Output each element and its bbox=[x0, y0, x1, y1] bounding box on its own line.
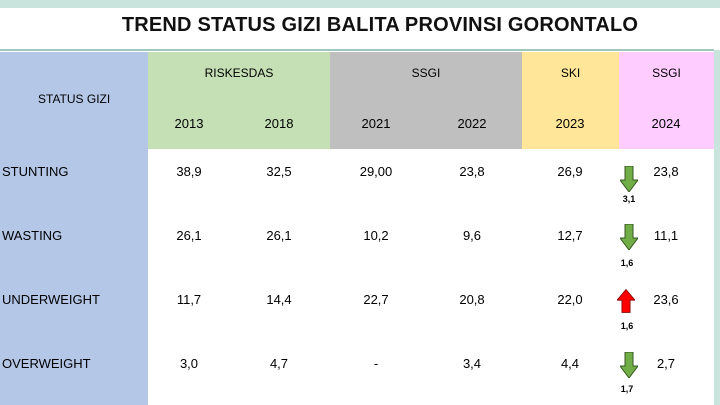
year-2018: 2018 bbox=[264, 116, 294, 131]
year-2024: 2024 bbox=[651, 116, 681, 131]
table-cell: 29,00 bbox=[359, 164, 393, 179]
table-cell: 11,1 bbox=[653, 228, 679, 243]
year-2023: 2023 bbox=[555, 116, 585, 131]
group-label-ski: SKI bbox=[560, 66, 581, 80]
table-cell: 22,0 bbox=[557, 292, 583, 307]
year-2021: 2021 bbox=[361, 116, 391, 131]
table-cell: 38,9 bbox=[176, 164, 202, 179]
table-cell: 22,7 bbox=[363, 292, 389, 307]
status-column-header: STATUS GIZI bbox=[38, 92, 111, 106]
group-label-ssgi: SSGI bbox=[411, 66, 441, 80]
table-cell: 11,7 bbox=[176, 292, 202, 307]
table-cell: 23,8 bbox=[459, 164, 485, 179]
arrow-down-icon bbox=[620, 352, 638, 378]
table-cell: 9,6 bbox=[462, 228, 482, 243]
table-cell: - bbox=[373, 356, 379, 371]
row-label-underweight: UNDERWEIGHT bbox=[2, 292, 100, 307]
table-cell: 12,7 bbox=[557, 228, 583, 243]
group-riskesdas bbox=[148, 52, 330, 149]
top-decor-band bbox=[0, 0, 720, 8]
table-cell: 3,0 bbox=[179, 356, 199, 371]
group-label-riskesdas: RISKESDAS bbox=[204, 66, 274, 80]
table-cell: 23,6 bbox=[653, 292, 679, 307]
table-cell: 14,4 bbox=[266, 292, 292, 307]
arrow-down-icon bbox=[620, 166, 638, 192]
arrow-up-icon bbox=[617, 288, 635, 313]
row-label-wasting: WASTING bbox=[2, 228, 63, 243]
year-2013: 2013 bbox=[174, 116, 204, 131]
arrow-down-icon bbox=[620, 224, 638, 250]
group-ssgi-2024 bbox=[619, 52, 714, 149]
group-ski bbox=[522, 52, 619, 149]
table-cell: 3,4 bbox=[462, 356, 482, 371]
status-column bbox=[0, 52, 148, 405]
table-cell: 26,1 bbox=[176, 228, 202, 243]
row-label-overweight: OVERWEIGHT bbox=[2, 356, 91, 371]
year-2022: 2022 bbox=[457, 116, 487, 131]
group-label-ssgi-2024: SSGI bbox=[652, 66, 681, 80]
page-title: TREND STATUS GIZI BALITA PROVINSI GORONT… bbox=[121, 14, 639, 36]
table-cell: 26,9 bbox=[557, 164, 583, 179]
title-divider bbox=[0, 49, 714, 51]
trend-change: 3,1 bbox=[622, 194, 636, 204]
table-cell: 20,8 bbox=[459, 292, 485, 307]
table-cell: 10,2 bbox=[363, 228, 389, 243]
table-cell: 23,8 bbox=[653, 164, 679, 179]
table-cell: 2,7 bbox=[656, 356, 676, 371]
table-cell: 4,7 bbox=[269, 356, 289, 371]
table-cell: 32,5 bbox=[266, 164, 292, 179]
trend-change: 1,7 bbox=[620, 384, 634, 394]
table-cell: 26,1 bbox=[266, 228, 292, 243]
row-label-stunting: STUNTING bbox=[2, 164, 69, 179]
table-cell: 4,4 bbox=[560, 356, 580, 371]
trend-change: 1,6 bbox=[620, 321, 634, 331]
group-ssgi bbox=[330, 52, 522, 149]
right-decor-band bbox=[714, 50, 720, 405]
trend-change: 1,6 bbox=[620, 258, 634, 268]
